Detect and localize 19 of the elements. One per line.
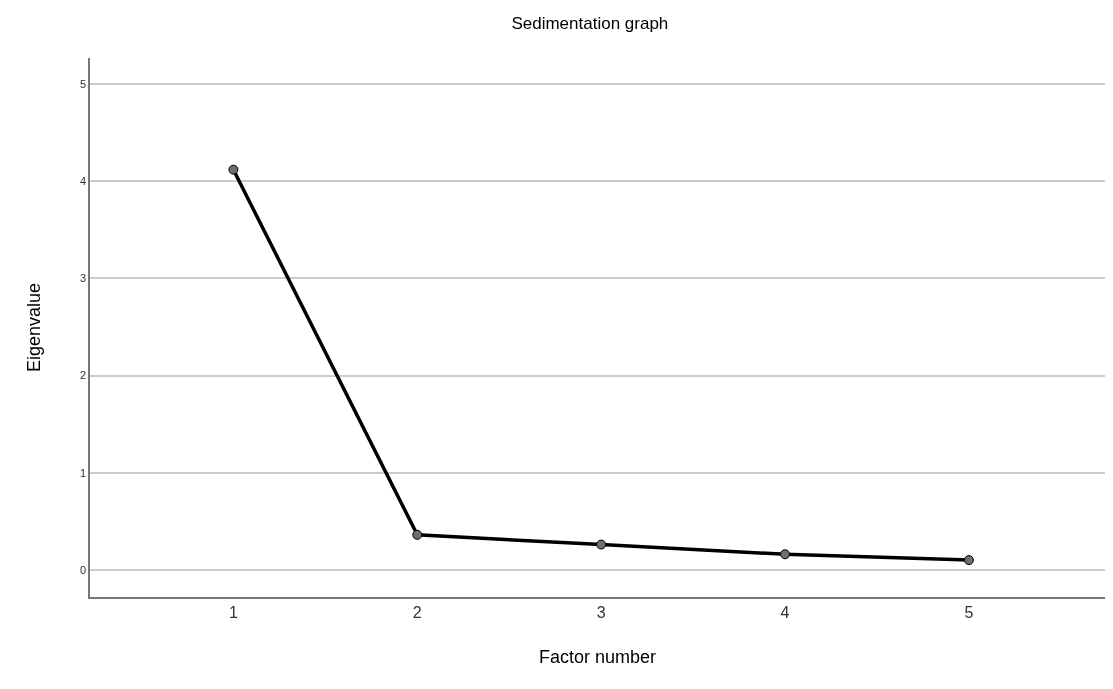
- point: [963, 555, 974, 566]
- x-tick-label: 3: [596, 603, 606, 621]
- x-tick-label: 2: [412, 603, 422, 621]
- y-tick-label: 3: [79, 272, 87, 285]
- y-tick-label: 1: [79, 466, 87, 479]
- x-tick-label: 5: [964, 603, 974, 621]
- y-tick-label: 0: [79, 563, 87, 576]
- chart-title: Sedimentation graph: [511, 14, 669, 34]
- point: [412, 529, 423, 540]
- y-tick-label: 5: [79, 78, 87, 91]
- x-axis-title: Factor number: [538, 646, 657, 667]
- y-tick-label: 4: [79, 175, 87, 188]
- y-axis-title: Eigenvalue: [23, 282, 44, 373]
- point: [780, 549, 791, 560]
- y-tick-label: 2: [79, 369, 87, 382]
- point: [596, 539, 607, 550]
- x-tick-label: 4: [780, 603, 790, 621]
- point: [228, 164, 239, 175]
- x-tick-label: 1: [228, 603, 238, 621]
